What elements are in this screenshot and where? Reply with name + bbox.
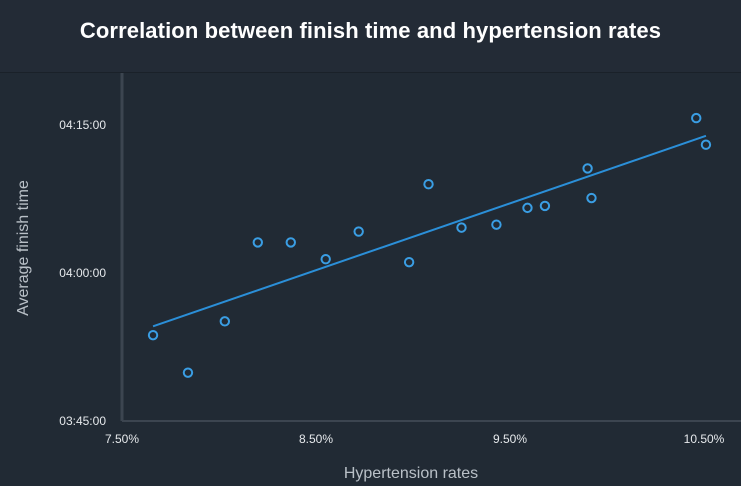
data-point	[423, 179, 434, 190]
data-point	[691, 112, 702, 124]
chart-title: Correlation between finish time and hype…	[79, 18, 662, 43]
data-point	[539, 200, 551, 212]
tick-labels: 7.50% 8.50% 9.50% 10.50% 04:15:00 04:00:00 03:…	[59, 118, 724, 446]
data-point	[320, 253, 331, 265]
y-tick-label: 04:00:00	[59, 266, 106, 280]
data-point	[522, 202, 533, 214]
data-point	[582, 163, 593, 174]
x-tick-label: 9.50%	[493, 432, 527, 446]
x-tick-label: 8.50%	[299, 432, 333, 446]
y-tick-label: 04:15:00	[59, 118, 106, 132]
data-point	[252, 237, 263, 248]
data-point	[403, 256, 415, 268]
x-axis-title: Hypertension rates	[344, 465, 478, 482]
data-point	[285, 237, 296, 248]
axes	[120, 73, 741, 422]
x-tick-label: 7.50%	[105, 432, 139, 446]
title-bar: Correlation between finish time and hype…	[0, 0, 741, 73]
data-point	[147, 329, 159, 341]
data-point	[700, 139, 712, 150]
data-point	[491, 219, 502, 230]
data-points	[147, 112, 712, 378]
data-point	[353, 226, 364, 237]
data-point	[456, 222, 467, 233]
trendline	[152, 134, 707, 328]
data-point	[182, 367, 194, 378]
x-tick-label: 10.50%	[684, 432, 725, 446]
y-tick-label: 03:45:00	[59, 414, 106, 428]
data-point	[586, 192, 597, 204]
data-point	[219, 316, 231, 327]
trendline-group	[152, 134, 707, 328]
y-axis-title: Average finish time	[15, 180, 32, 316]
